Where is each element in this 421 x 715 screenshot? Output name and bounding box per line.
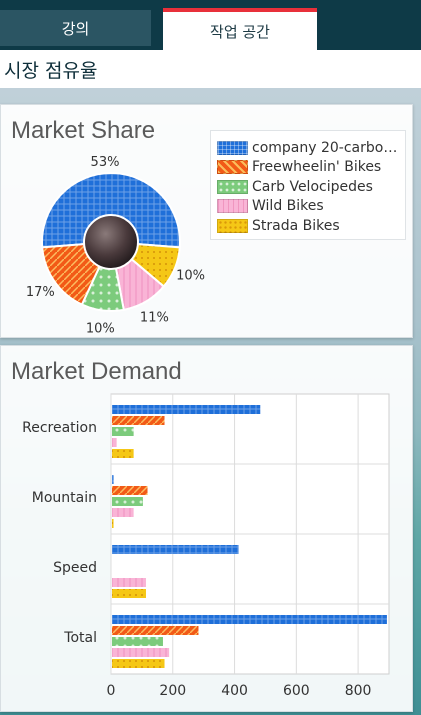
market-demand-bar-chart: 0 200 400 600 800 Recreation Mountain Speed Tota… — [22, 393, 390, 699]
bar-strada-speed[interactable] — [112, 589, 146, 598]
page-title-bar: 시장 점유율 — [0, 50, 421, 88]
bar-strada-recreation[interactable] — [112, 449, 134, 458]
bar-company-speed[interactable] — [112, 545, 239, 554]
bar-company-mountain[interactable] — [112, 475, 114, 484]
legend-swatch-strada — [217, 218, 248, 233]
market-share-card: Market Share 53% 10% 11% 10% 17% company 20-… — [0, 104, 413, 338]
bar-company-recreation[interactable] — [112, 405, 261, 414]
x-tick-label: 600 — [283, 683, 310, 699]
bar-freewheelin-total[interactable] — [112, 626, 199, 635]
market-share-pie-chart: 53% 10% 11% 10% 17% — [26, 155, 205, 336]
legend-label-freewheelin: Freewheelin' Bikes — [252, 159, 382, 176]
bar-wild-recreation[interactable] — [112, 438, 117, 447]
market-share-title: Market Share — [11, 117, 156, 144]
market-demand-card: Market Demand 0 200 400 600 800 Recreation Mou… — [0, 345, 413, 712]
y-tick-label: Total — [63, 630, 97, 646]
x-tick-label: 400 — [221, 683, 248, 699]
legend-swatch-carb — [217, 179, 248, 194]
legend-swatch-freewheelin — [217, 160, 248, 175]
legend-label-wild: Wild Bikes — [252, 198, 324, 215]
legend-label-company: company 20-carbo… — [252, 139, 398, 156]
pie-slice-company[interactable] — [41, 172, 181, 249]
y-tick-label: Mountain — [32, 490, 97, 506]
pie-label-strada: 10% — [176, 269, 205, 284]
top-tab-bar: 강의 작업 공간 — [0, 0, 421, 50]
pie-label-wild: 11% — [140, 310, 169, 325]
x-tick-label: 800 — [345, 683, 372, 699]
legend-swatch-wild — [217, 199, 248, 214]
legend-item-company[interactable]: company 20-carbo… — [217, 138, 399, 158]
tab-workspace-label: 작업 공간 — [210, 22, 270, 41]
bar-carb-total[interactable] — [112, 637, 163, 646]
bar-freewheelin-recreation[interactable] — [112, 416, 165, 425]
legend-label-carb: Carb Velocipedes — [252, 178, 373, 195]
y-tick-label: Recreation — [22, 420, 97, 436]
bar-carb-mountain[interactable] — [112, 497, 143, 506]
legend-item-strada[interactable]: Strada Bikes — [217, 216, 399, 236]
bar-wild-speed[interactable] — [112, 578, 146, 587]
bar-company-total[interactable] — [112, 615, 387, 624]
bar-carb-recreation[interactable] — [112, 427, 134, 436]
bar-wild-total[interactable] — [112, 648, 170, 657]
x-tick-label: 200 — [159, 683, 186, 699]
y-tick-label: Speed — [53, 560, 97, 576]
page-title: 시장 점유율 — [4, 59, 98, 82]
legend-item-freewheelin[interactable]: Freewheelin' Bikes — [217, 158, 399, 178]
pie-center-image — [83, 214, 139, 270]
legend-item-carb[interactable]: Carb Velocipedes — [217, 177, 399, 197]
x-tick-label: 0 — [107, 683, 116, 699]
legend-label-strada: Strada Bikes — [252, 217, 340, 234]
legend-item-wild[interactable]: Wild Bikes — [217, 197, 399, 217]
market-share-legend: company 20-carbo… Freewheelin' Bikes Car… — [210, 130, 406, 240]
pie-label-company: 53% — [91, 155, 120, 170]
pie-label-freewheelin: 17% — [26, 285, 55, 300]
bar-strada-mountain[interactable] — [112, 519, 114, 528]
tab-workspace[interactable]: 작업 공간 — [163, 8, 317, 50]
bar-freewheelin-mountain[interactable] — [112, 486, 148, 495]
bar-strada-total[interactable] — [112, 659, 165, 668]
tab-lecture-label: 강의 — [61, 19, 90, 38]
pie-label-carb: 10% — [86, 321, 115, 336]
legend-swatch-company — [217, 140, 248, 155]
bar-wild-mountain[interactable] — [112, 508, 134, 517]
tab-lecture[interactable]: 강의 — [0, 10, 151, 46]
market-demand-title: Market Demand — [11, 358, 182, 385]
